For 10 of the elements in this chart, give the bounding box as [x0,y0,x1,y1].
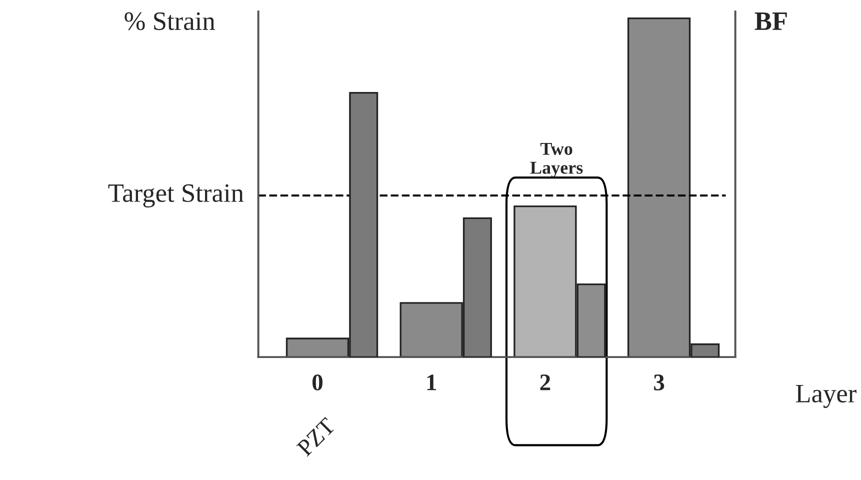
x-tick-label: 1 [427,374,436,390]
y-axis-title: % Strain [124,12,215,30]
text: PZT [296,416,336,457]
annotation: Two Layers [530,142,583,178]
x-tick-label: 3 [654,374,664,390]
x-tick-label: 0 [312,374,322,390]
x-tick-label: 2 [540,374,550,390]
y2-axis-title: BF [754,12,787,30]
ref-line-label: Target Strain [108,184,244,208]
x-axis-title: Layer [796,384,856,408]
